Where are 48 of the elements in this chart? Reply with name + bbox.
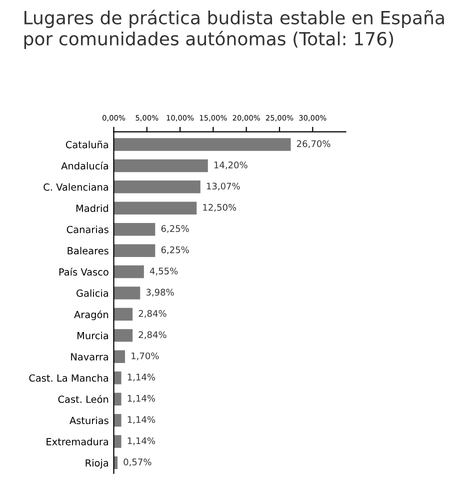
y-tick-label: Baleares: [68, 246, 108, 254]
data-label: 2,84%: [138, 310, 166, 318]
bar: [114, 435, 122, 448]
data-label: 1,14%: [128, 437, 156, 446]
y-tick-label: Extremadura: [46, 438, 108, 446]
bar: [114, 159, 208, 172]
y-tick-label: Canarias: [66, 226, 108, 234]
data-label: 1,14%: [128, 394, 156, 403]
data-label: 6,25%: [161, 225, 189, 233]
bar: [114, 414, 122, 427]
bar: [114, 329, 133, 342]
bar: [114, 202, 197, 215]
y-tick-label: Cast. León: [58, 395, 108, 403]
y-tick-label: Rioja: [86, 459, 108, 468]
data-label: 1,14%: [128, 374, 156, 382]
y-tick-label: Asturias: [70, 416, 108, 424]
data-label: 14,20%: [214, 162, 248, 170]
bar: [114, 222, 156, 236]
data-label: 1,14%: [128, 416, 156, 424]
data-label: 2,84%: [138, 331, 166, 339]
bar: [114, 180, 200, 194]
data-label: 3,98%: [146, 288, 174, 297]
y-tick-label: Cast. La Mancha: [29, 374, 108, 382]
data-label: 1,70%: [132, 352, 159, 360]
bar: [114, 350, 126, 364]
y-tick-label: Cataluña: [66, 140, 108, 148]
y-tick-label: Madrid: [76, 204, 108, 212]
bar: [114, 308, 133, 321]
bar: [114, 372, 122, 384]
y-tick-label: Aragón: [74, 310, 108, 320]
data-label: 0,57%: [124, 458, 152, 466]
bar: [114, 244, 156, 257]
data-label: 26,70%: [296, 140, 330, 148]
y-tick-label: Navarra: [71, 353, 108, 360]
y-tick-label: Murcia: [78, 332, 108, 340]
data-label: 4,55%: [150, 268, 178, 276]
y-tick-label: País Vasco: [59, 268, 108, 276]
bar: [114, 265, 144, 278]
bar: [114, 138, 291, 151]
bar: [114, 392, 122, 406]
y-tick-label: Galicia: [76, 289, 108, 297]
y-tick-label: Andalucía: [61, 162, 108, 170]
data-label: 13,07%: [206, 182, 240, 190]
y-tick-label: C. Valenciana: [44, 183, 108, 191]
data-label: 6,25%: [161, 246, 189, 254]
data-label: 12,50%: [203, 204, 236, 212]
chart-title: Lugares de práctica budista estable en España por comunidades autónomas (Total: 176): [24, 10, 444, 50]
bar: [114, 286, 140, 300]
